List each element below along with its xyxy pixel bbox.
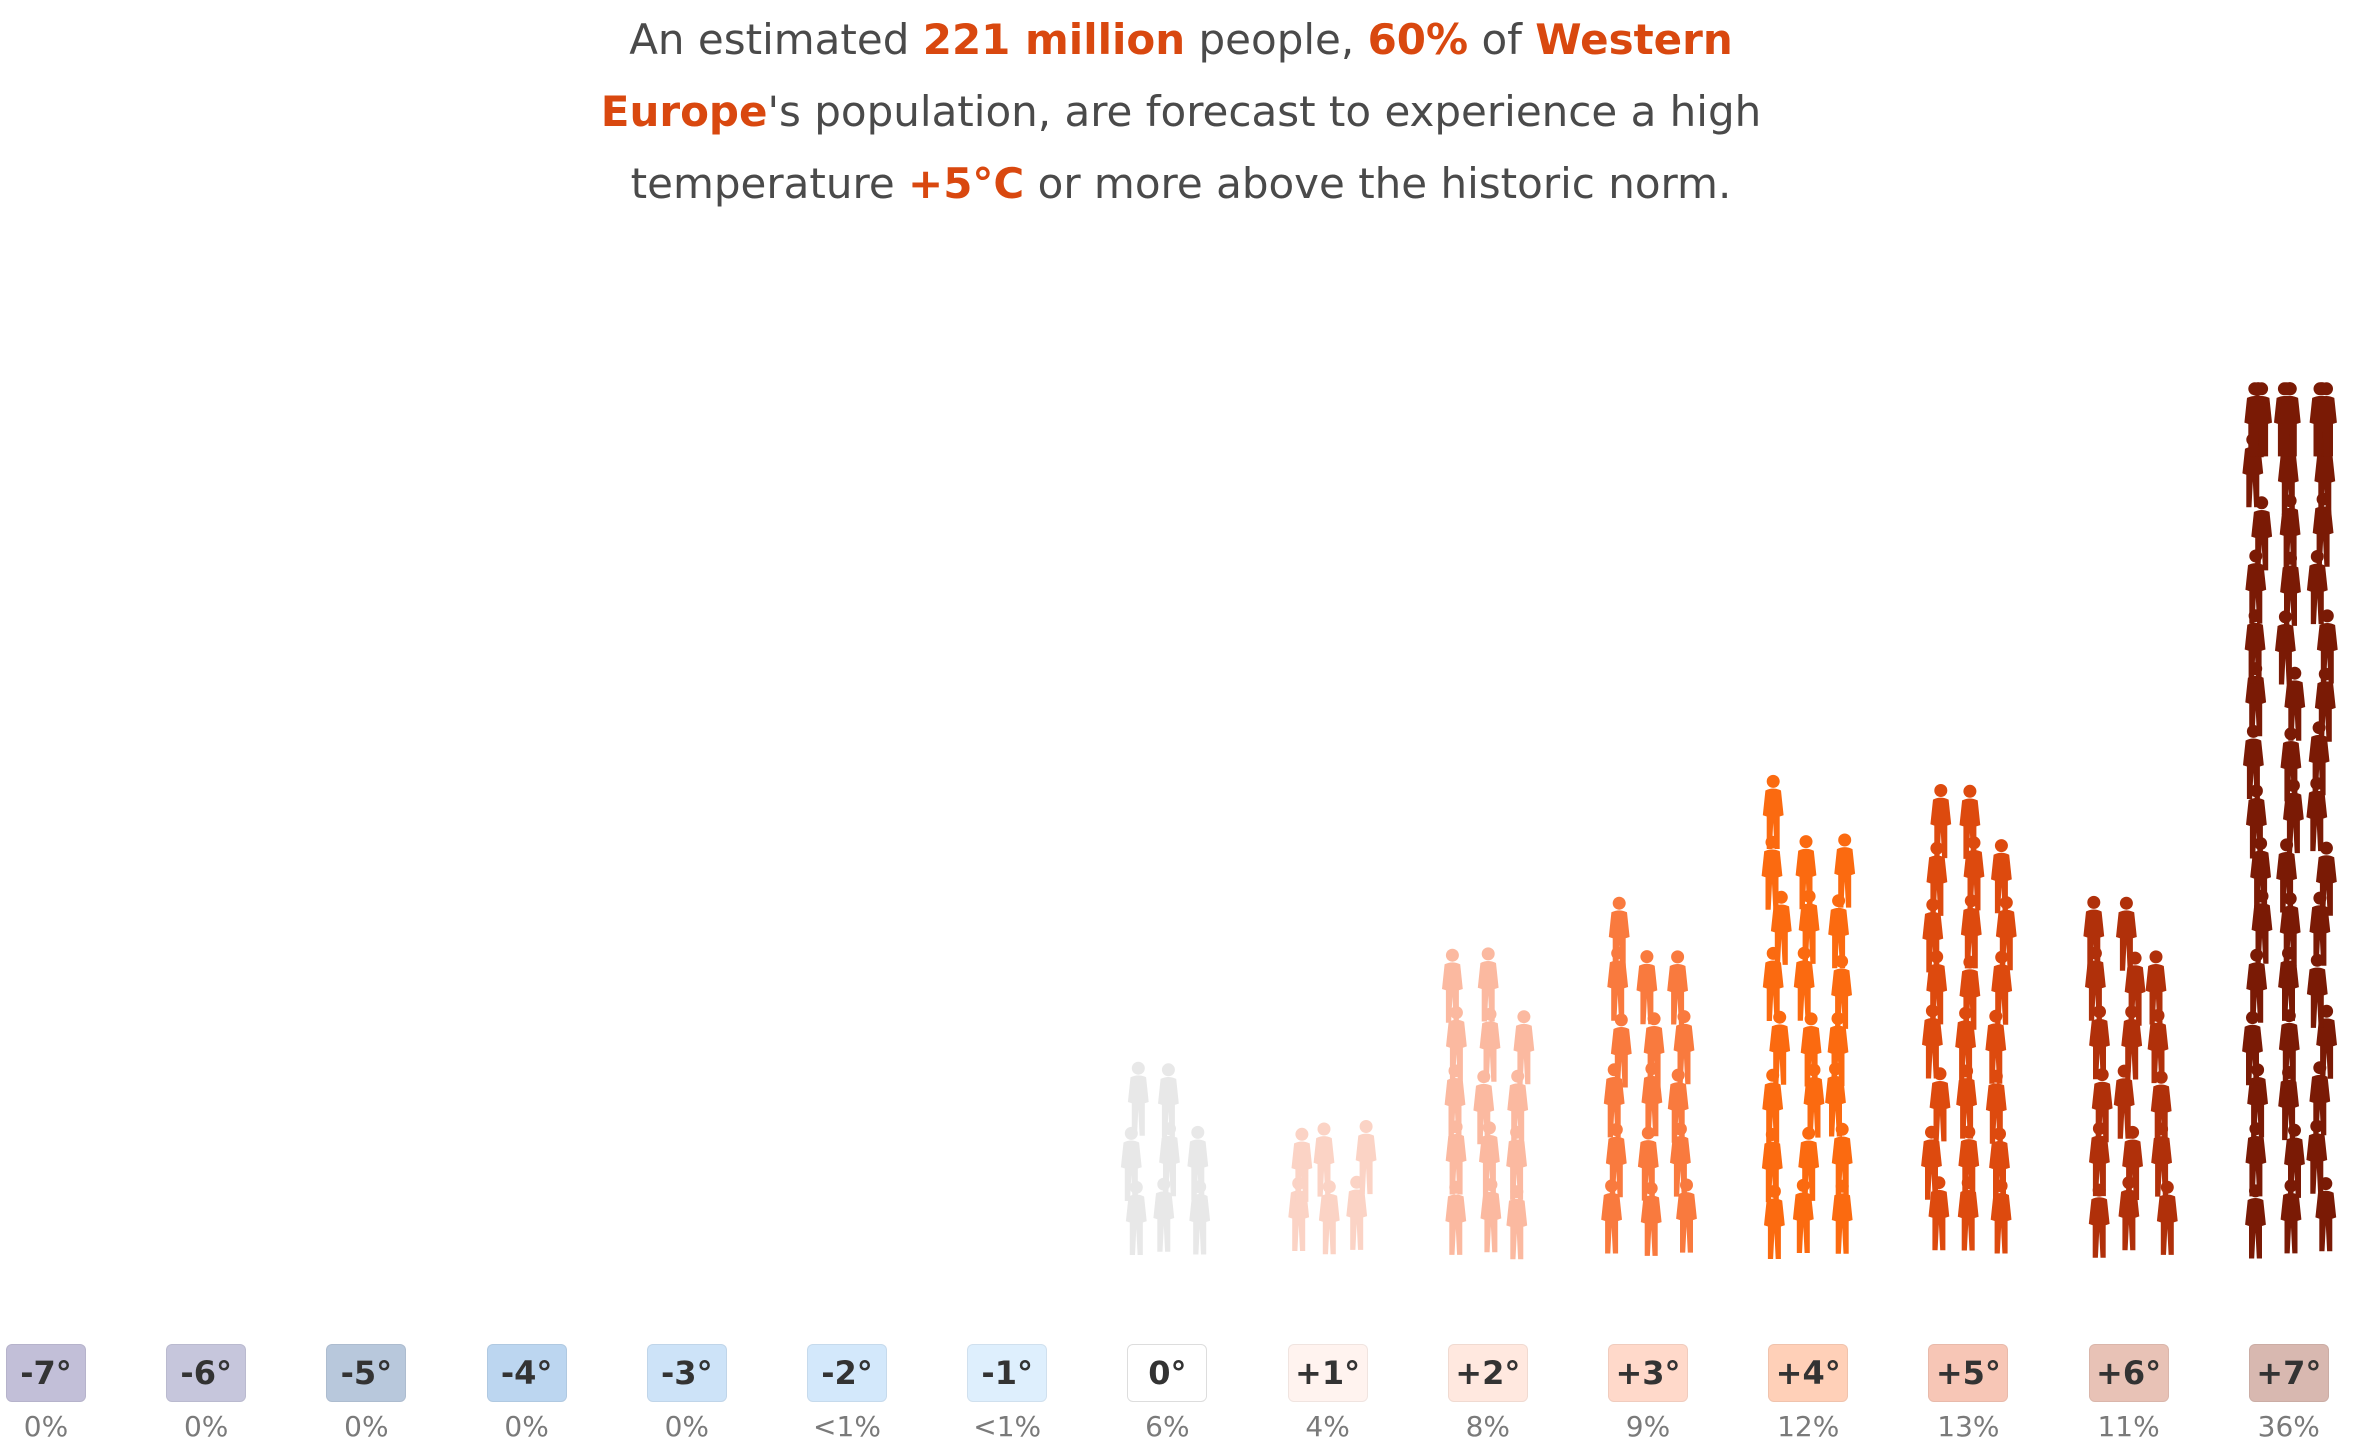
share-label: 13% <box>1937 1410 2000 1443</box>
share-label: 11% <box>2097 1410 2160 1443</box>
temperature-badge: +7° <box>2248 1344 2329 1402</box>
headline-highlight-region: Western Europe <box>600 15 1733 136</box>
headline-text-5: or more above the historic norm. <box>1024 159 1732 208</box>
temperature-badge: -7° <box>6 1344 86 1402</box>
headline-highlight-temperature: +5°C <box>908 159 1025 208</box>
headline-text-1: An estimated <box>629 15 923 64</box>
temperature-badge: 0° <box>1127 1344 1208 1402</box>
headline-highlight-people: 221 million <box>922 15 1186 64</box>
share-label: 0% <box>344 1410 389 1443</box>
person-silhouette-icon <box>2122 1125 2143 1200</box>
person-silhouette-icon <box>1831 1179 1853 1254</box>
headline-text-2: people, <box>1185 15 1368 64</box>
person-silhouette-icon <box>2245 1184 2266 1259</box>
share-label: 36% <box>2257 1410 2320 1443</box>
person-silhouette-icon <box>1127 1061 1149 1136</box>
temperature-badge: +1° <box>1287 1344 1368 1402</box>
person-silhouette-icon <box>1762 946 1784 1021</box>
temperature-badge: +4° <box>1768 1344 1849 1402</box>
temperature-badge: +5° <box>1928 1344 2009 1402</box>
share-label: 4% <box>1305 1410 1350 1443</box>
temperature-badge: -1° <box>967 1344 1048 1402</box>
headline: An estimated 221 million people, 60% of … <box>531 4 1831 220</box>
temperature-badge: -3° <box>646 1344 727 1402</box>
person-silhouette-icon <box>1506 1185 1528 1260</box>
headline-text-4: 's population, are forecast to experienc… <box>630 87 1762 208</box>
temperature-badge: -6° <box>166 1344 247 1402</box>
share-label: 8% <box>1465 1410 1510 1443</box>
share-label: <1% <box>973 1410 1042 1443</box>
person-silhouette-icon <box>1643 1012 1665 1087</box>
temperature-badge: -2° <box>807 1344 887 1402</box>
person-silhouette-icon <box>1928 1176 1950 1251</box>
share-label: 6% <box>1145 1410 1190 1443</box>
share-label: 0% <box>23 1410 69 1443</box>
temperature-badge: +2° <box>1447 1344 1528 1402</box>
share-label: 0% <box>183 1410 229 1443</box>
person-silhouette-icon <box>1610 1013 1632 1088</box>
figure-layer <box>1120 382 2338 1260</box>
share-label: 9% <box>1625 1410 1671 1443</box>
person-silhouette-icon <box>1608 896 1630 971</box>
person-silhouette-icon <box>2316 841 2337 916</box>
share-label: 0% <box>664 1410 709 1443</box>
temperature-badge: -4° <box>486 1344 567 1402</box>
share-label: <1% <box>813 1410 881 1443</box>
person-silhouette-icon <box>2088 1183 2110 1258</box>
share-label: 12% <box>1777 1410 1840 1443</box>
temperature-badge: +6° <box>2088 1344 2169 1402</box>
headline-text-3: of <box>1468 15 1536 64</box>
temperature-badge: -5° <box>326 1344 407 1402</box>
person-silhouette-icon <box>1291 1127 1313 1202</box>
person-silhouette-icon <box>2245 662 2267 737</box>
temperature-badge: +3° <box>1608 1344 1688 1402</box>
headline-highlight-percent: 60% <box>1367 15 1469 64</box>
person-silhouette-icon <box>1445 1180 1467 1255</box>
share-label: 0% <box>504 1410 549 1443</box>
person-silhouette-icon <box>1957 1176 1979 1251</box>
